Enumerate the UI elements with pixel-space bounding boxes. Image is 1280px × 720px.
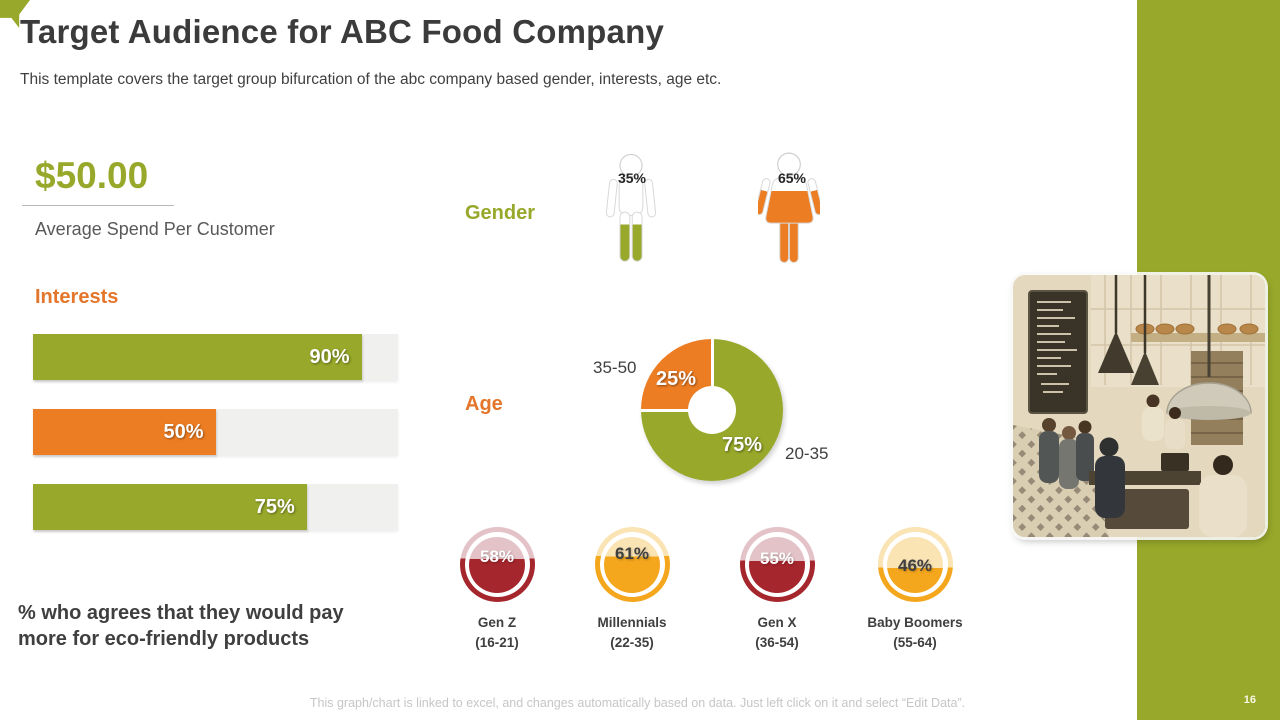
avg-spend-value: $50.00: [35, 155, 149, 196]
age-range-label: 35-50: [593, 358, 637, 377]
interest-bar-fill[interactable]: 50%: [33, 409, 216, 455]
kpi-divider: [22, 205, 174, 206]
generation-name: Millennials: [597, 615, 667, 630]
generation-gauge[interactable]: 61%: [594, 527, 670, 602]
avg-spend-kpi: $50.00 Average Spend Per Customer: [22, 155, 365, 240]
gauge-core: [749, 536, 805, 593]
gender-heading: Gender: [465, 202, 536, 224]
generation-caption: Gen Z (16-21): [432, 613, 562, 654]
bakery-photo[interactable]: [1013, 275, 1265, 537]
age-donut-chart[interactable]: [641, 339, 783, 481]
interest-bar-track: 75%: [33, 484, 398, 530]
generation-range: (16-21): [475, 635, 519, 651]
interest-bar-value: 75%: [254, 495, 295, 518]
gauge-core: [887, 536, 943, 593]
interest-bar-value: 90%: [309, 345, 350, 368]
male-figure-icon[interactable]: [604, 142, 658, 274]
generation-gauge[interactable]: 55%: [739, 527, 815, 602]
age-heading: Age: [465, 393, 503, 415]
interests-heading: Interests: [35, 286, 119, 308]
gauge-core: [469, 536, 525, 593]
donut-separator: [641, 408, 712, 412]
gauge-value: 46%: [897, 555, 933, 575]
interest-bar-value: 50%: [163, 420, 204, 443]
gauge-value: 61%: [614, 544, 650, 564]
generation-name: Baby Boomers: [867, 615, 963, 630]
generation-name: Gen X: [757, 615, 797, 630]
generation-range: (55-64): [893, 635, 937, 651]
age-slice-value: 25%: [656, 368, 697, 390]
gauge-core: [604, 536, 660, 593]
generation-gauge[interactable]: 46%: [877, 527, 953, 602]
interest-bar-track: 50%: [33, 409, 398, 455]
generation-caption: Baby Boomers (55-64): [850, 613, 980, 654]
slide-subtitle: This template covers the target group bi…: [20, 71, 722, 88]
interest-bar-fill[interactable]: 90%: [33, 334, 362, 380]
slide-title: Target Audience for ABC Food Company: [20, 13, 664, 50]
generation-range: (36-54): [755, 635, 799, 651]
interest-bar-track: 90%: [33, 334, 398, 380]
interests-note: % who agrees that they would pay more fo…: [18, 602, 344, 650]
donut-separator: [710, 339, 714, 410]
gauge-value: 58%: [479, 546, 515, 566]
female-figure-icon[interactable]: [758, 142, 820, 274]
generation-name: Gen Z: [477, 615, 517, 630]
generation-caption: Millennials (22-35): [567, 613, 697, 654]
donut-hole: [688, 386, 736, 434]
avg-spend-label: Average Spend Per Customer: [35, 219, 275, 239]
generation-range: (22-35): [610, 635, 654, 651]
female-percent-label: 65%: [777, 170, 807, 186]
gauge-value: 55%: [759, 548, 795, 568]
generation-caption: Gen X (36-54): [712, 613, 842, 654]
interests-bar-chart[interactable]: 90% 50% 75%: [33, 334, 398, 559]
male-percent-label: 35%: [617, 170, 647, 186]
age-slice-value: 75%: [722, 434, 763, 456]
page-number: 16: [1243, 694, 1256, 706]
age-range-label: 20-35: [785, 444, 829, 463]
interest-bar-fill[interactable]: 75%: [33, 484, 307, 530]
footer-note: This graph/chart is linked to excel, and…: [309, 696, 966, 710]
generation-gauge[interactable]: 58%: [459, 527, 535, 602]
